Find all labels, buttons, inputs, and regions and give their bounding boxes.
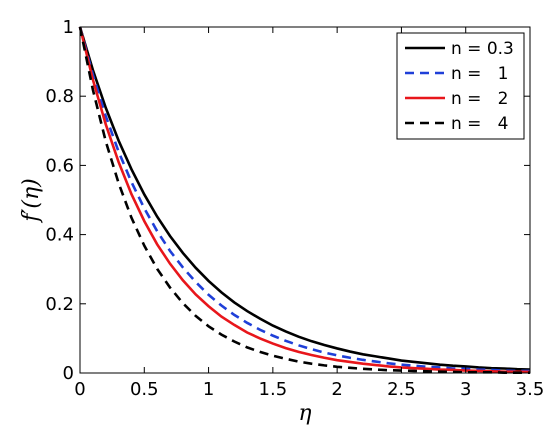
legend-label: n = 0.3	[451, 39, 514, 59]
series-line-1	[78, 26, 531, 371]
series-line-4	[78, 26, 530, 374]
x-tick-label: 1.5	[259, 379, 288, 400]
series-layer	[78, 26, 531, 374]
legend-box	[396, 32, 525, 140]
x-tick-label: 2	[331, 379, 342, 400]
x-tick-label: 2.5	[387, 379, 416, 400]
x-tick-label: 0.5	[130, 379, 159, 400]
y-tick-label: 0.8	[45, 86, 74, 107]
x-tick-label: 3.5	[516, 379, 545, 400]
y-axis-label: f′(η)	[19, 178, 44, 223]
y-tick-label: 1	[63, 17, 74, 38]
legend-label: n = 1	[451, 64, 508, 84]
series-line-3	[78, 26, 531, 374]
legend: n = 0.3 n = 1 n = 2 n = 4	[396, 32, 525, 140]
x-tick-label: 3	[460, 379, 471, 400]
y-tick-label: 0	[63, 363, 74, 384]
series-line-2	[78, 26, 530, 373]
x-tick-label: 0	[74, 379, 85, 400]
x-axis-label: η	[298, 401, 311, 426]
legend-label: n = 4	[451, 114, 508, 134]
legend-label: n = 2	[451, 89, 508, 109]
y-tick-label: 0.4	[45, 225, 74, 246]
y-tick-label: 0.6	[45, 155, 74, 176]
y-tick-label: 0.2	[45, 294, 74, 315]
plot-frame	[79, 26, 531, 374]
x-tick-label: 1	[203, 379, 214, 400]
tick-layer: 0 0.5 1 1.5 2 2.5 3 3.5 0 0.2 0.4 0.6 0.8 1	[45, 17, 544, 400]
